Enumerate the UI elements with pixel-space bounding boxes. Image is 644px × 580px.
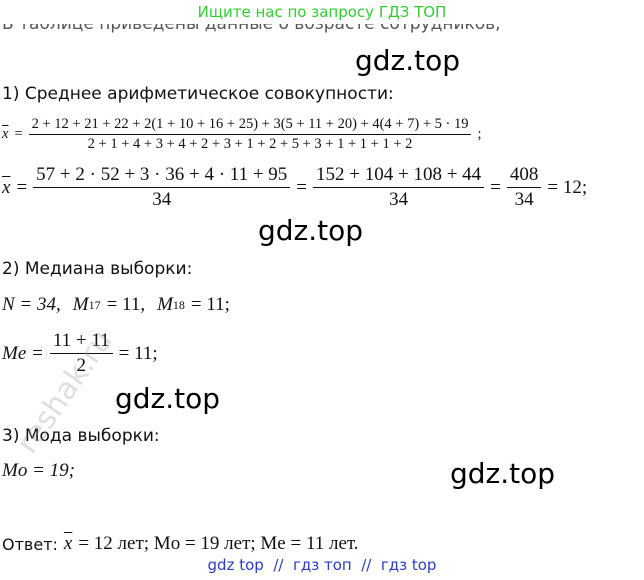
operator: = <box>296 176 308 198</box>
subscript: 18 <box>172 297 185 312</box>
formula-part: = 11; <box>190 294 230 315</box>
watermark: gdz.top <box>450 457 556 490</box>
operator: = <box>16 176 28 198</box>
operator: = 12; <box>547 176 588 198</box>
numerator: 2 + 12 + 21 + 22 + 2(1 + 10 + 16 + 25) +… <box>28 116 472 135</box>
formula-part: = 11; <box>118 342 158 364</box>
denominator: 34 <box>152 189 172 210</box>
watermark: gdz.top <box>258 214 364 247</box>
formula: N = 34, M 17 = 11, M 18 = 11; <box>2 294 230 316</box>
symbol: x <box>63 533 73 554</box>
section-title: 3) Мода выборки: <box>2 426 160 446</box>
symbol: M <box>72 294 89 315</box>
denominator: 34 <box>389 189 409 210</box>
denominator: 34 <box>514 189 534 210</box>
answer-label: Ответ: <box>2 534 58 554</box>
fraction: 152 + 104 + 108 + 44 34 <box>313 164 485 211</box>
watermark: gdz.top <box>115 382 221 415</box>
symbol: x <box>2 126 9 142</box>
section-title: 2) Медиана выборки: <box>2 259 193 279</box>
footer: gdz top // гдз топ // гдз top <box>207 556 437 574</box>
subscript: 17 <box>88 297 101 312</box>
formula: x = 2 + 12 + 21 + 22 + 2(1 + 10 + 16 + 2… <box>2 116 481 153</box>
formula: Me = 11 + 11 2 = 11; <box>2 330 158 377</box>
answer-text: = 12 лет; Mo = 19 лет; Me = 11 лет. <box>78 533 359 554</box>
operator: = <box>490 176 501 198</box>
formula-part: N = 34, <box>2 294 61 315</box>
operator: = <box>14 126 23 142</box>
numerator: 57 + 2 · 52 + 3 · 36 + 4 · 11 + 95 <box>33 164 291 188</box>
symbol: M <box>157 294 173 315</box>
denominator: 2 + 1 + 4 + 3 + 4 + 2 + 3 + 1 + 2 + 5 + … <box>87 136 413 152</box>
operator: ; <box>477 126 482 142</box>
fraction: 408 34 <box>506 164 542 211</box>
formula: x = 57 + 2 · 52 + 3 · 36 + 4 · 11 + 95 34… <box>2 164 587 211</box>
formula-part: = 11, <box>106 294 146 315</box>
formula: Mo = 19; <box>2 460 75 481</box>
formula-part: Me = <box>2 342 44 364</box>
answer: Ответ: x = 12 лет; Mo = 19 лет; Me = 11 … <box>2 533 359 555</box>
numerator: 408 <box>506 164 542 188</box>
section-title: 1) Среднее арифметическое совокупности: <box>2 84 394 104</box>
numerator: 11 + 11 <box>49 330 113 354</box>
denominator: 2 <box>76 355 87 376</box>
numerator: 152 + 104 + 108 + 44 <box>313 164 485 188</box>
fraction: 11 + 11 2 <box>49 330 113 377</box>
fraction: 57 + 2 · 52 + 3 · 36 + 4 · 11 + 95 34 <box>33 164 291 211</box>
symbol: x <box>2 176 11 198</box>
watermark: gdz.top <box>355 44 461 77</box>
banner: Ищите нас по запросу ГДЗ ТОП <box>0 0 644 24</box>
fraction: 2 + 12 + 21 + 22 + 2(1 + 10 + 16 + 25) +… <box>28 116 472 153</box>
